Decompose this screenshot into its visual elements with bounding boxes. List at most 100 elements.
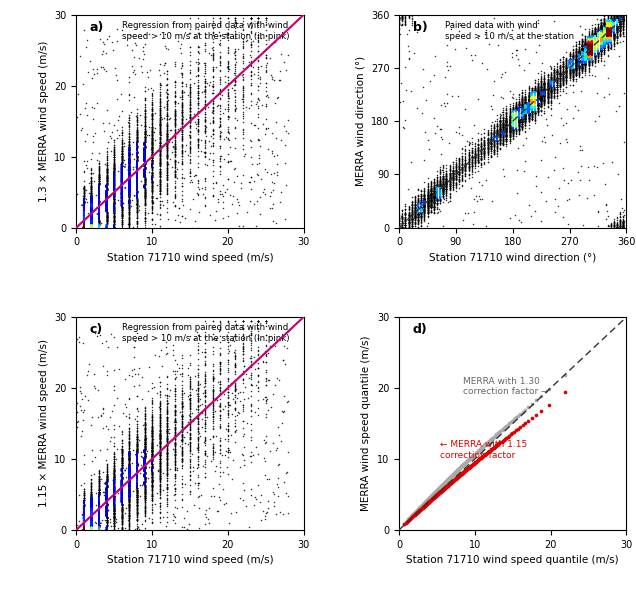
Point: [543, 83, 553, 92]
Point: [520, 114, 530, 123]
Point: [586, 40, 597, 50]
Point: [253, 316, 263, 325]
Point: [132, 445, 142, 454]
Point: [124, 464, 134, 473]
Point: [94, 196, 104, 205]
Point: [86, 219, 97, 229]
Point: [94, 503, 104, 513]
Point: [596, 43, 606, 53]
Point: [577, 34, 587, 44]
Point: [410, 213, 420, 222]
Point: [593, 43, 603, 53]
Point: [448, 163, 458, 173]
Point: [406, 201, 417, 211]
Point: [162, 426, 172, 436]
Point: [94, 471, 104, 481]
Point: [86, 520, 97, 530]
Point: [511, 121, 521, 131]
Point: [86, 512, 97, 522]
Point: [245, 96, 256, 106]
Point: [79, 512, 89, 522]
Point: [170, 191, 180, 200]
Point: [139, 195, 149, 204]
Point: [425, 197, 436, 206]
Point: [86, 208, 97, 218]
Point: [498, 131, 508, 140]
Point: [419, 206, 429, 215]
Point: [517, 112, 527, 121]
Point: [124, 478, 134, 488]
Point: [116, 444, 127, 453]
Point: [109, 168, 120, 177]
Point: [249, 176, 259, 185]
Point: [230, 104, 240, 113]
Point: [86, 525, 97, 535]
Point: [132, 485, 142, 494]
Point: [580, 50, 590, 60]
Point: [517, 110, 527, 120]
Point: [555, 73, 565, 83]
Point: [476, 158, 487, 168]
Point: [615, 17, 625, 26]
Point: [523, 102, 534, 111]
Point: [527, 100, 537, 110]
Point: [492, 130, 502, 139]
Point: [520, 106, 530, 115]
Point: [86, 506, 97, 516]
Point: [558, 71, 569, 81]
Point: [574, 56, 584, 66]
Point: [102, 188, 112, 197]
Point: [94, 190, 104, 200]
Point: [495, 137, 505, 146]
Point: [555, 63, 565, 72]
Point: [185, 414, 195, 424]
Point: [109, 477, 120, 486]
Point: [116, 190, 127, 200]
Point: [124, 170, 134, 179]
Point: [536, 87, 546, 96]
Point: [413, 220, 423, 229]
Point: [170, 366, 180, 376]
Point: [590, 46, 600, 55]
Point: [207, 392, 218, 402]
Point: [508, 121, 518, 130]
Point: [419, 202, 429, 212]
Point: [498, 136, 508, 146]
Point: [580, 51, 590, 60]
Point: [479, 440, 489, 450]
Point: [124, 179, 134, 188]
Point: [282, 468, 293, 477]
Point: [593, 39, 603, 49]
Point: [519, 65, 529, 75]
Point: [124, 478, 134, 487]
Point: [86, 497, 97, 507]
Point: [223, 62, 233, 72]
Point: [79, 221, 89, 231]
Point: [602, 20, 612, 30]
Point: [170, 489, 180, 498]
Point: [422, 495, 432, 504]
Point: [599, 22, 609, 32]
Point: [543, 79, 553, 88]
Point: [94, 204, 104, 213]
Point: [527, 89, 537, 99]
Point: [435, 192, 445, 202]
Point: [516, 217, 526, 227]
Point: [593, 27, 603, 37]
Point: [612, 12, 622, 22]
Point: [441, 174, 452, 184]
Point: [116, 160, 127, 170]
Point: [530, 101, 540, 110]
Point: [520, 102, 530, 112]
Point: [139, 156, 149, 165]
Point: [605, 33, 616, 42]
Point: [517, 114, 527, 123]
Point: [86, 207, 97, 217]
Point: [233, 44, 243, 53]
Point: [511, 126, 521, 135]
Point: [132, 482, 142, 491]
Point: [124, 170, 134, 179]
Point: [508, 111, 518, 120]
Point: [116, 175, 127, 184]
Point: [261, 53, 271, 62]
